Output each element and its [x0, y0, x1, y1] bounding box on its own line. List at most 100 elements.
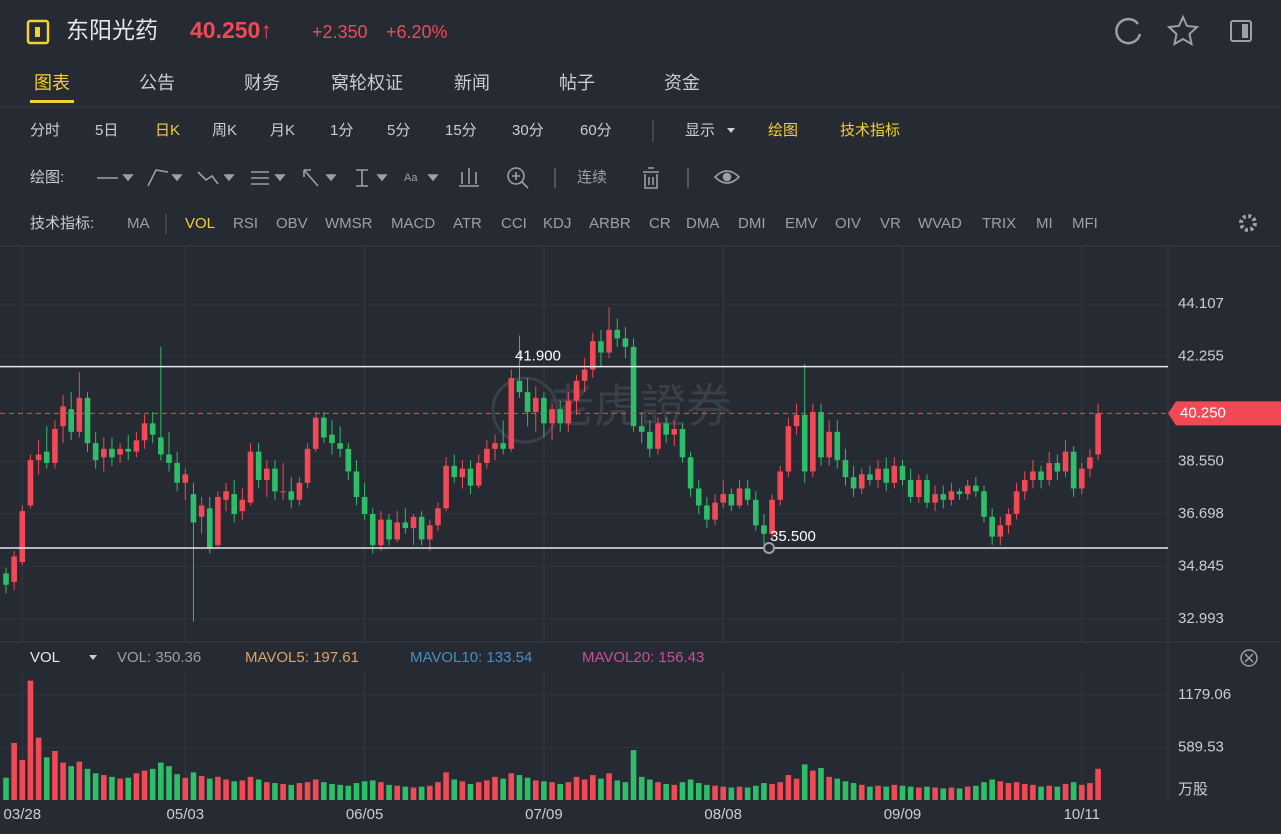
period[interactable]: 30分 — [512, 122, 544, 139]
candle-body — [19, 511, 26, 563]
volume-bar — [312, 779, 319, 800]
y-tick-label: 1179.06 — [1178, 686, 1231, 703]
draw-label: 绘图: — [30, 169, 64, 186]
volume-bar — [386, 784, 392, 800]
indicator[interactable]: WVAD — [918, 215, 962, 232]
refresh-button[interactable] — [1115, 17, 1142, 45]
volume-bar — [288, 784, 295, 800]
y-tick-label: 32.993 — [1178, 610, 1224, 627]
volume-bar — [973, 785, 979, 800]
layout-button[interactable] — [1230, 20, 1252, 42]
indicator[interactable]: MA — [127, 215, 150, 232]
period[interactable]: 月K — [270, 122, 295, 139]
indicator[interactable]: DMA — [686, 215, 719, 232]
period[interactable]: 5日 — [95, 122, 118, 139]
font-tool[interactable]: Aa — [404, 172, 418, 184]
indicator[interactable]: EMV — [785, 215, 818, 232]
indicator[interactable]: VOL — [185, 215, 215, 232]
period-tool[interactable]: 绘图 — [768, 122, 798, 139]
volume-bar — [174, 774, 180, 800]
candle-body — [1079, 468, 1085, 489]
volume-bar — [182, 777, 189, 800]
volume-bar — [728, 787, 735, 800]
volume-bar — [467, 783, 474, 800]
indicator[interactable]: ATR — [453, 215, 482, 232]
volume-bar — [435, 782, 441, 800]
candle-body — [956, 491, 963, 495]
period[interactable]: 15分 — [445, 122, 477, 139]
indicator[interactable]: OIV — [835, 215, 861, 232]
period[interactable]: 1分 — [330, 122, 353, 139]
settings-hole — [1245, 220, 1251, 226]
candle-body — [435, 508, 441, 526]
volume-bar — [19, 759, 26, 800]
indicator[interactable]: WMSR — [325, 215, 373, 232]
volume-bar — [68, 766, 74, 800]
last-price-tag — [1168, 401, 1281, 426]
x-tick-label: 07/09 — [525, 806, 563, 823]
candle-body — [565, 400, 572, 424]
indicator[interactable]: MI — [1036, 215, 1053, 232]
favorite-button[interactable] — [1166, 14, 1200, 46]
indicator[interactable]: RSI — [233, 215, 258, 232]
volume-bar — [744, 787, 751, 800]
period-tool[interactable]: 显示 — [685, 122, 715, 139]
volume-bar — [149, 768, 156, 800]
tab[interactable]: 图表 — [34, 73, 70, 93]
level-handle[interactable] — [763, 541, 775, 554]
candle-body — [891, 465, 898, 483]
volume-bar — [27, 680, 34, 800]
candle-body — [304, 448, 311, 483]
candle-body — [117, 448, 123, 455]
continuous-toggle[interactable]: 连续 — [577, 169, 607, 186]
indicator[interactable]: CCI — [501, 215, 527, 232]
period[interactable]: 分时 — [30, 122, 60, 139]
indicator[interactable]: KDJ — [543, 215, 571, 232]
candle-body — [557, 409, 563, 424]
period[interactable]: 60分 — [580, 122, 612, 139]
tab-bar: 图表 公告 财务 窝轮权证 新闻 帖子 资金 — [34, 73, 700, 93]
close-button[interactable] — [1240, 649, 1258, 667]
tab[interactable]: 资金 — [664, 73, 700, 93]
indicator[interactable]: MACD — [391, 215, 435, 232]
indicator[interactable]: TRIX — [982, 215, 1016, 232]
period[interactable]: 5分 — [387, 122, 410, 139]
watermark-logo — [491, 376, 559, 444]
period[interactable]: 日K — [155, 122, 180, 139]
volume-bar — [516, 775, 523, 800]
tab[interactable]: 新闻 — [454, 73, 490, 93]
indicator[interactable]: OBV — [276, 215, 308, 232]
indicator[interactable]: VR — [880, 215, 901, 232]
volume-bar — [484, 780, 490, 800]
volume-bar — [557, 783, 563, 800]
tab[interactable]: 财务 — [244, 73, 280, 93]
volume-unit: 万股 — [1178, 781, 1208, 798]
period-tool[interactable]: 技术指标 — [840, 122, 900, 139]
candle-body — [948, 491, 955, 500]
volume-bar — [141, 770, 148, 800]
tab[interactable]: 窝轮权证 — [331, 73, 403, 93]
volume-bar — [280, 783, 286, 800]
settings-button[interactable] — [1239, 214, 1257, 232]
y-tick-label: 589.53 — [1178, 738, 1224, 755]
volume-bar — [223, 779, 229, 800]
draw-tools[interactable] — [97, 167, 741, 189]
indicator[interactable]: ARBR — [589, 215, 631, 232]
volume-bar — [655, 782, 661, 800]
candle-body — [166, 454, 172, 463]
candle-body — [720, 494, 726, 503]
candle-body — [378, 519, 384, 546]
volume-bar — [410, 787, 417, 800]
tab[interactable]: 帖子 — [559, 73, 595, 93]
candle-body — [793, 414, 800, 427]
period[interactable]: 周K — [212, 122, 237, 139]
volume-bar — [842, 781, 849, 800]
vol-selector[interactable]: VOL — [30, 649, 60, 666]
indicator[interactable]: CR — [649, 215, 671, 232]
last-price-label: 40.250 — [1180, 404, 1226, 421]
candle-body — [695, 488, 702, 506]
indicator[interactable]: MFI — [1072, 215, 1098, 232]
candle-body — [826, 431, 832, 458]
tab[interactable]: 公告 — [139, 73, 175, 93]
indicator[interactable]: DMI — [738, 215, 766, 232]
